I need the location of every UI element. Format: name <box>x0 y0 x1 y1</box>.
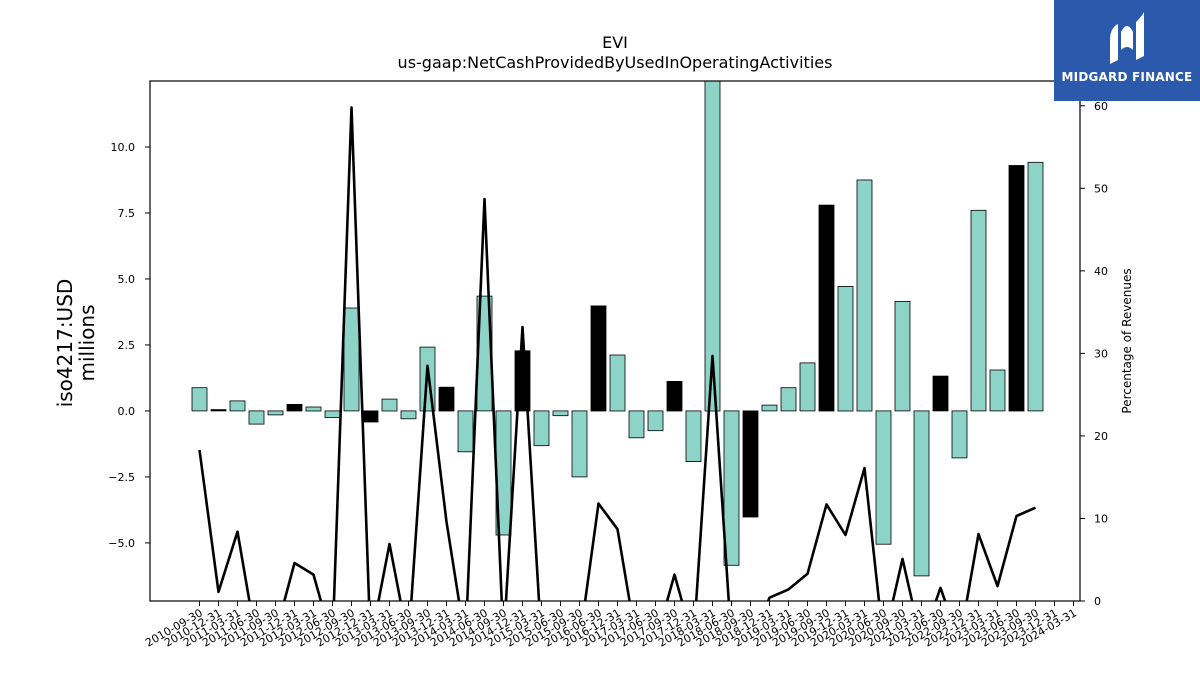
y2-tick-label: 20 <box>1094 430 1108 443</box>
y-axis-left: −5.0 −2.5 0.0 2.5 5.0 7.5 10.0 <box>108 141 150 550</box>
bar-2017-12-31 <box>685 410 702 462</box>
bar-2023-09-30 <box>1027 161 1044 412</box>
y-tick-label: 0.0 <box>118 405 136 418</box>
bar-2013-03-31 <box>381 398 398 412</box>
bar-2019-09-30 <box>818 204 835 412</box>
bar-2011-12-31 <box>286 403 303 412</box>
brand-logo: MIDGARD FINANCE <box>1054 0 1200 101</box>
bar-2021-06-30 <box>932 375 949 412</box>
y-tick-label: 7.5 <box>118 207 136 220</box>
plot-frame <box>149 80 1081 602</box>
bar-2020-06-30 <box>875 410 892 545</box>
bar-2010-09-30 <box>191 387 208 412</box>
bar-2013-12-31 <box>438 386 455 412</box>
bar-2023-03-31 <box>989 369 1006 412</box>
y-tick-label: 2.5 <box>118 339 136 352</box>
y2-tick-label: 0 <box>1094 595 1101 608</box>
bar-2020-03-31 <box>856 179 873 412</box>
bar-series <box>191 81 1044 577</box>
bar-2016-12-31 <box>609 354 626 412</box>
bar-2019-06-30 <box>799 362 816 412</box>
bar-2011-03-31 <box>229 400 246 412</box>
y-tick-label: −2.5 <box>108 471 135 484</box>
bar-2022-09-30 <box>951 410 968 459</box>
bar-2020-09-30 <box>894 300 911 412</box>
y-axis-label: iso4217:USD millions <box>53 279 99 408</box>
bar-2012-06-30 <box>324 410 341 418</box>
bar-2011-06-30 <box>248 410 265 425</box>
y-tick-label: 5.0 <box>118 273 136 286</box>
y2-tick-label: 60 <box>1094 100 1108 113</box>
y-axis-label-line1: iso4217:USD <box>53 279 77 408</box>
y-tick-label: −5.0 <box>108 537 135 550</box>
y2-tick-label: 50 <box>1094 182 1108 195</box>
x-axis: 2010-09-302010-12-312011-03-312011-06-30… <box>143 601 1079 650</box>
midgard-logo-icon <box>1110 12 1144 64</box>
bar-2018-09-30 <box>742 410 759 518</box>
bar-2012-03-31 <box>305 406 322 412</box>
chart-title: EVI <box>602 33 628 52</box>
bar-2017-03-31 <box>628 410 645 439</box>
y2-tick-label: 30 <box>1094 347 1108 360</box>
bar-2015-06-30 <box>552 410 569 417</box>
bar-2018-06-30 <box>723 410 740 566</box>
bar-2013-06-30 <box>400 410 417 420</box>
bar-2017-09-30 <box>666 380 683 412</box>
y-axis-label-line2: millions <box>75 304 99 381</box>
bar-2019-03-31 <box>780 387 797 412</box>
bar-2018-03-31 <box>704 81 721 412</box>
bar-2014-03-31 <box>457 410 474 453</box>
bar-2010-12-31 <box>210 409 227 412</box>
line-percentage-of-revenues <box>198 106 1037 601</box>
bar-2021-03-31 <box>913 410 930 577</box>
bar-2011-09-30 <box>267 410 284 416</box>
bar-2016-06-30 <box>590 305 607 412</box>
bar-2012-09-30 <box>343 307 360 412</box>
bar-2023-06-30 <box>1008 165 1025 412</box>
bar-2012-12-31 <box>362 410 379 423</box>
y2-tick-label: 40 <box>1094 265 1108 278</box>
chart-subtitle: us-gaap:NetCashProvidedByUsedInOperating… <box>398 53 833 72</box>
y-tick-label: 10.0 <box>111 141 136 154</box>
bar-2015-03-31 <box>533 410 550 447</box>
bar-2019-12-31 <box>837 285 854 412</box>
bar-2015-09-30 <box>571 410 588 478</box>
y-axis-right: 0 10 20 30 40 50 60 <box>1080 100 1108 608</box>
bar-2022-12-31 <box>970 209 987 412</box>
bar-2018-12-31 <box>761 404 778 412</box>
brand-logo-text: MIDGARD FINANCE <box>1061 70 1193 84</box>
y2-tick-label: 10 <box>1094 512 1108 525</box>
bar-2017-06-30 <box>647 410 664 432</box>
y2-axis-label: Percentage of Revenues <box>1120 268 1134 413</box>
line-series <box>198 106 1037 601</box>
